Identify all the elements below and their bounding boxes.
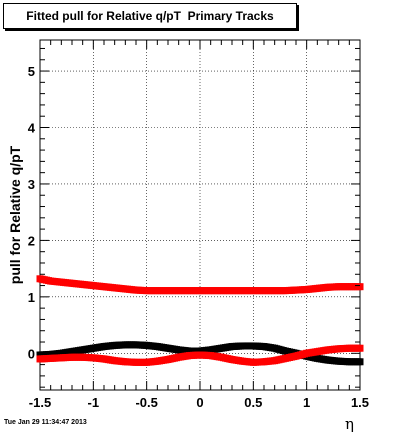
data-point [356,358,364,366]
x-tick-label: -1 [88,395,100,410]
axes: -1.5 -1 -0.5 0 0.5 1 1.5 0 1 2 3 4 5 [28,40,369,410]
y-tick-label: 5 [28,64,35,79]
x-tick-label: -0.5 [135,395,157,410]
x-tick-label: 0.5 [244,395,262,410]
chart-title: Fitted pull for Relative q/pT Primary Tr… [26,9,274,23]
data-point [356,344,364,352]
timestamp-label: Tue Jan 29 11:34:47 2013 [4,419,87,426]
y-tick-label: 0 [28,346,35,361]
data-point [356,283,364,291]
series-1 [36,275,364,295]
y-tick-label: 1 [28,290,35,305]
x-tick-label: -1.5 [29,395,51,410]
x-tick-label: 1 [303,395,310,410]
chart-title-box: Fitted pull for Relative q/pT Primary Tr… [3,3,297,29]
data-series-layer [36,275,364,366]
series-2 [36,341,364,366]
x-axis-title: η [345,415,354,433]
y-axis-title: pull for Relative q/pT [7,145,23,284]
x-tick-label: 0 [196,395,203,410]
series-3 [36,344,364,366]
y-tick-label: 2 [28,233,35,248]
y-tick-label: 3 [28,177,35,192]
x-tick-label: 1.5 [351,395,369,410]
y-tick-label: 4 [28,121,36,136]
